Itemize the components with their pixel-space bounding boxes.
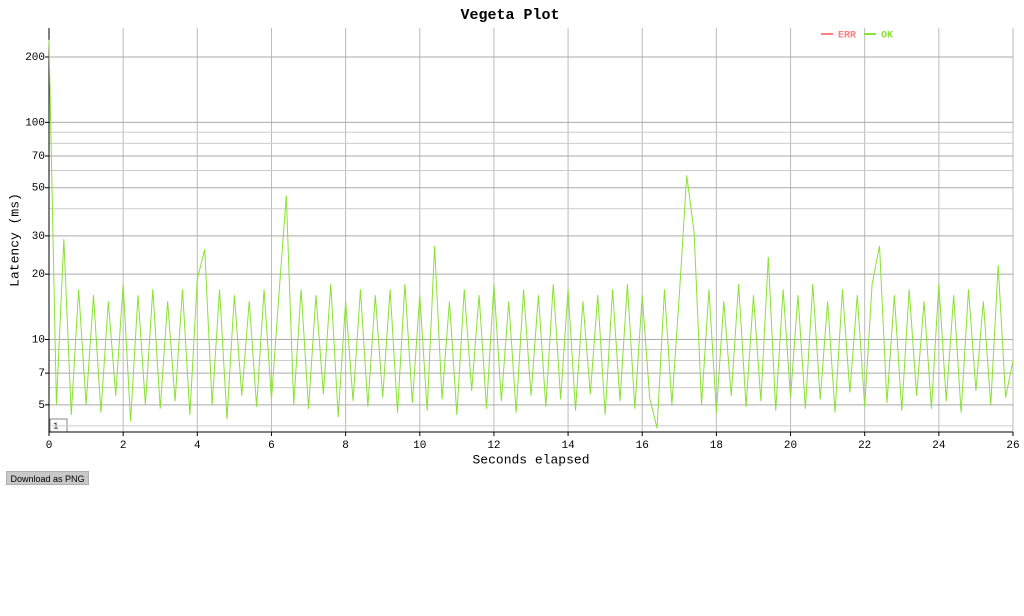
x-tick-label: 12 xyxy=(487,440,500,452)
y-tick-label: 30 xyxy=(32,231,45,243)
y-tick-label: 5 xyxy=(38,400,45,412)
x-tick-label: 0 xyxy=(46,440,53,452)
x-tick-label: 20 xyxy=(784,440,797,452)
x-tick-label: 14 xyxy=(561,440,575,452)
x-axis-label: Seconds elapsed xyxy=(472,452,589,466)
x-tick-label: 10 xyxy=(413,440,426,452)
y-tick-label: 10 xyxy=(32,334,45,346)
x-tick-label: 26 xyxy=(1006,440,1019,452)
chart-title: Vegeta Plot xyxy=(460,7,559,24)
x-tick-label: 2 xyxy=(120,440,127,452)
y-tick-label: 70 xyxy=(32,151,45,163)
legend-label: OK xyxy=(881,31,893,42)
legend-label: ERR xyxy=(838,31,856,42)
x-tick-label: 16 xyxy=(636,440,649,452)
series-line xyxy=(48,39,1014,429)
y-tick-label: 50 xyxy=(32,183,45,195)
y-tick-label: 200 xyxy=(25,52,45,64)
chart: Vegeta Plot Seconds elapsed Latency (ms)… xyxy=(7,7,1019,467)
x-tick-label: 24 xyxy=(932,440,946,452)
x-tick-label: 6 xyxy=(268,440,275,452)
y-tick-label: 100 xyxy=(25,117,45,129)
y-tick-label: 20 xyxy=(32,269,45,281)
x-tick-label: 8 xyxy=(342,440,349,452)
x-tick-label: 4 xyxy=(194,440,201,452)
x-tick-label: 22 xyxy=(858,440,871,452)
y-axis-label: Latency (ms) xyxy=(7,193,22,287)
y-tick-label: 7 xyxy=(38,368,45,380)
x-tick-label: 18 xyxy=(710,440,723,452)
download-button[interactable]: Download as PNG xyxy=(6,471,89,485)
